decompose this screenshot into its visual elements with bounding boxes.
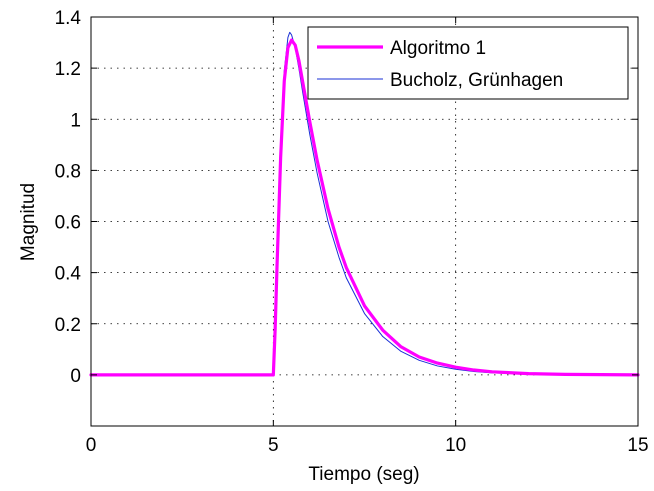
x-tick-label: 5 (268, 435, 279, 456)
y-tick-label: 0.2 (55, 315, 81, 336)
legend: Algoritmo 1 Bucholz, Grünhagen (307, 26, 629, 100)
legend-label-algoritmo-1: Algoritmo 1 (390, 38, 486, 59)
y-tick-label: 0.6 (55, 213, 81, 234)
y-tick-label: 0 (70, 366, 81, 387)
y-tick-label: 0.4 (55, 264, 82, 285)
y-axis-label: Magnitud (18, 183, 39, 261)
y-tick-label: 1.2 (55, 59, 81, 80)
legend-box (307, 26, 629, 100)
y-tick-label: 1.4 (55, 8, 82, 29)
x-tick-label: 15 (627, 435, 648, 456)
y-tick-label: 0.8 (55, 161, 81, 182)
x-tick-label: 10 (445, 435, 466, 456)
series-line-algoritmo-1 (89, 38, 640, 377)
series-layer (89, 31, 640, 377)
legend-label-bucholz-gr-nhagen: Bucholz, Grünhagen (390, 70, 563, 91)
axis-ticks: 0 5 10 15 0 0.2 0.4 0.6 0.8 1 1.2 1.4 (55, 8, 649, 456)
x-tick-label: 0 (86, 435, 97, 456)
x-axis-label: Tiempo (seg) (308, 464, 419, 485)
y-tick-label: 1 (70, 110, 81, 131)
